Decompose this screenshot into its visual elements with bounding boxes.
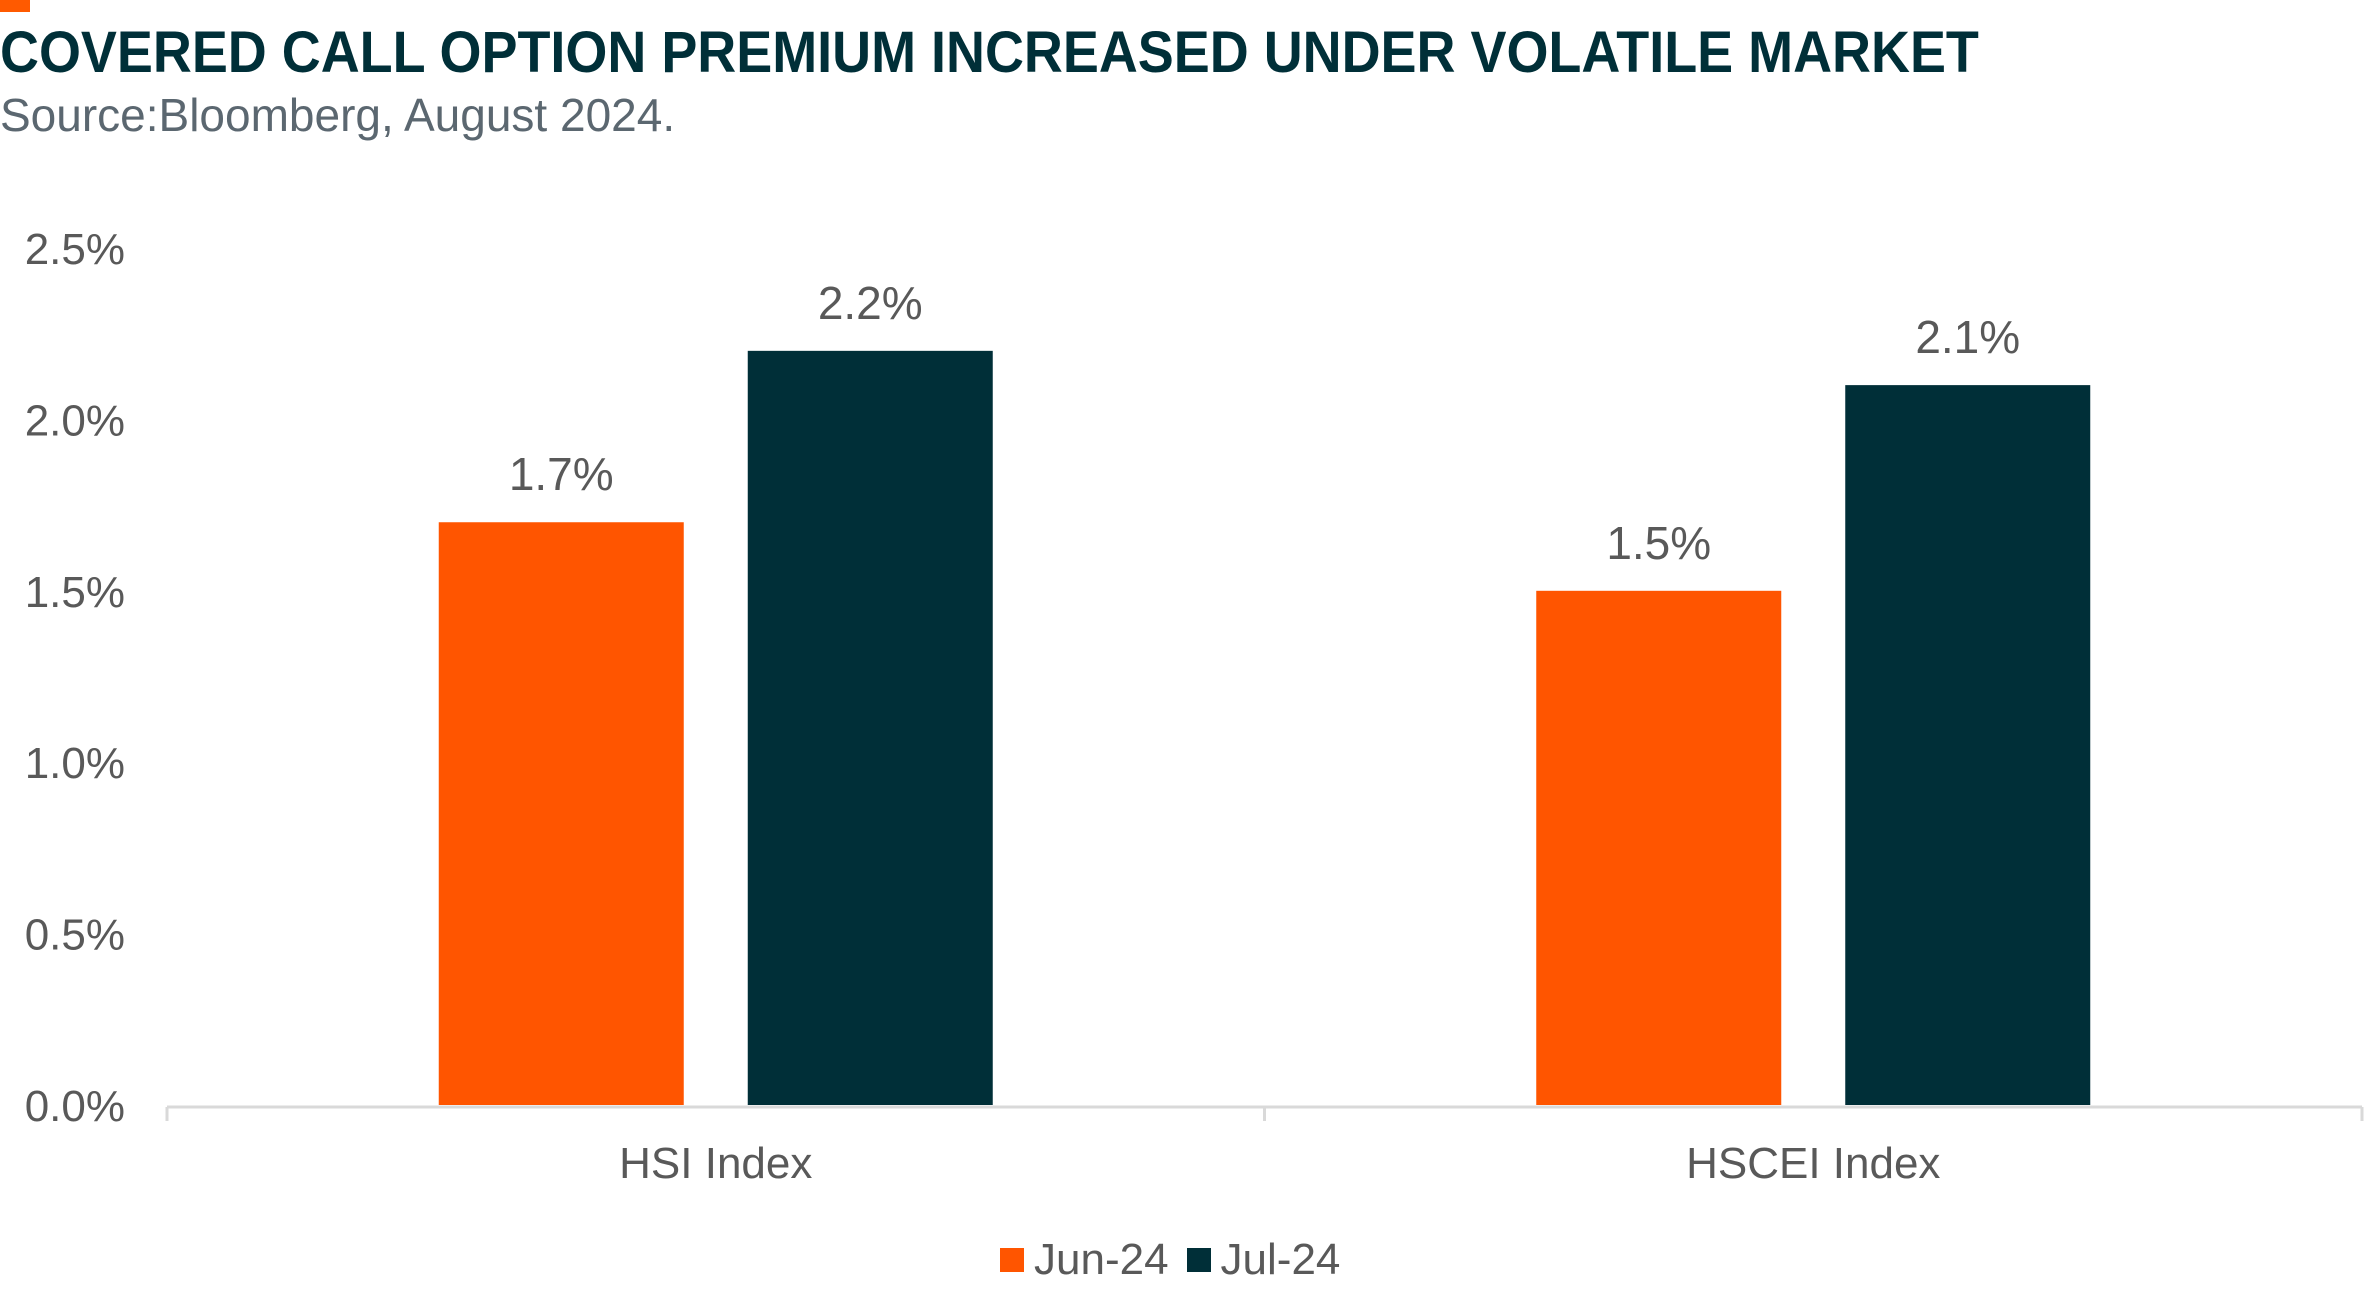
y-tick-label: 1.5% — [25, 568, 125, 617]
legend-item-jun: Jun-24 — [1000, 1235, 1169, 1285]
y-tick-label: 0.0% — [25, 1082, 125, 1131]
y-tick-label: 1.0% — [25, 739, 125, 788]
legend-swatch-jun — [1000, 1248, 1024, 1272]
x-category-label: HSCEI Index — [1686, 1139, 1940, 1188]
legend: Jun-24 Jul-24 — [1000, 1235, 1340, 1285]
data-label: 2.1% — [1915, 311, 2020, 363]
bar-chart: 0.0% 0.5% 1.0% 1.5% 2.0% 2.5% 1.7% 2.2% HSI Inde… — [25, 225, 2364, 1188]
legend-swatch-jul — [1186, 1248, 1211, 1272]
x-category-label: HSI Index — [619, 1139, 812, 1188]
bar-jul-24 — [747, 350, 993, 1106]
legend-label-jul: Jul-24 — [1220, 1235, 1341, 1284]
y-tick-label: 2.5% — [25, 225, 125, 274]
data-label: 2.2% — [818, 277, 923, 329]
bar-jul-24 — [1845, 385, 2091, 1105]
chart-title: COVERED CALL OPTION PREMIUM INCREASED UN… — [0, 20, 1979, 85]
bar-jun-24 — [438, 522, 684, 1105]
y-tick-label: 0.5% — [25, 911, 125, 960]
accent-mark — [0, 0, 30, 12]
legend-label-jun: Jun-24 — [1034, 1235, 1169, 1284]
data-label: 1.7% — [509, 448, 614, 500]
bar-jun-24 — [1536, 590, 1782, 1105]
y-tick-label: 2.0% — [25, 396, 125, 445]
chart-source: Source:Bloomberg, August 2024. — [0, 89, 676, 141]
data-label: 1.5% — [1606, 517, 1711, 569]
legend-item-jul: Jul-24 — [1186, 1235, 1341, 1285]
